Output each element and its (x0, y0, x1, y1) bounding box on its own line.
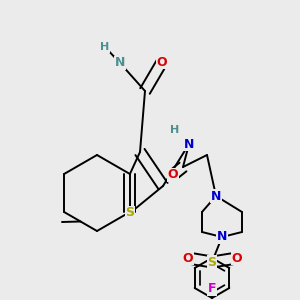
Text: N: N (184, 137, 194, 151)
Text: H: H (170, 125, 180, 135)
Text: O: O (232, 251, 242, 265)
Text: N: N (115, 56, 125, 70)
Text: O: O (168, 169, 178, 182)
Text: N: N (211, 190, 221, 202)
Text: H: H (100, 42, 109, 52)
Text: N: N (217, 230, 227, 244)
Text: S: S (125, 206, 134, 220)
Text: S: S (208, 256, 217, 268)
Text: O: O (157, 56, 167, 68)
Text: O: O (183, 251, 193, 265)
Text: F: F (208, 283, 216, 296)
